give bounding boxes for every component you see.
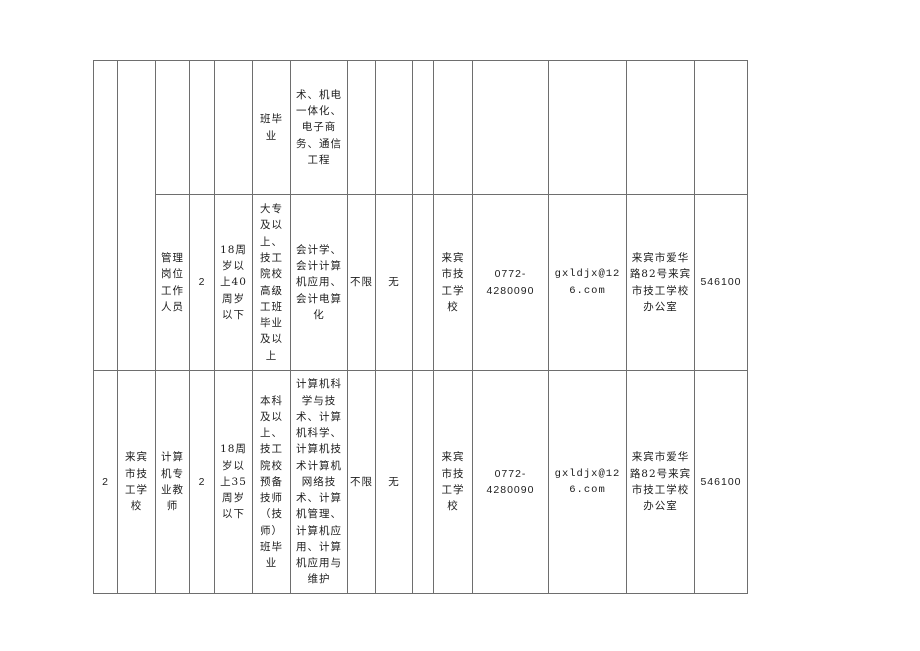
cell-contact-phone: 0772-4280090 <box>472 194 549 371</box>
cell-job-title-empty <box>155 60 190 195</box>
cell-mailing-address: 来宾市爱华路82号来宾市技工学校办公室 <box>626 194 695 371</box>
cell-age-requirement: 18周岁以上35周岁以下 <box>214 370 253 594</box>
cell-headcount-empty <box>189 60 215 195</box>
cell-contact-email: gxldjx@126.com <box>548 194 627 371</box>
cell-employer-empty <box>117 60 156 371</box>
cell-other-requirement: 无 <box>375 194 413 371</box>
cell-major-requirement: 计算机科学与技术、计算机科学、计算机技术计算机网络技术、计算机管理、计算机应用、… <box>290 370 348 594</box>
cell-postal-code: 546100 <box>694 370 748 594</box>
cell-headcount: 2 <box>189 370 215 594</box>
cell-mailing-address-empty <box>626 60 695 195</box>
cell-gender-empty <box>347 60 376 195</box>
cell-employer: 来宾市技工学校 <box>117 370 156 594</box>
cell-job-title: 管理岗位工作人员 <box>155 194 190 371</box>
cell-age-requirement: 18周岁以上40周岁以下 <box>214 194 253 371</box>
cell-registration-site-empty <box>433 60 473 195</box>
cell-registration-site: 来宾市技工学校 <box>433 194 473 371</box>
cell-registration-site: 来宾市技工学校 <box>433 370 473 594</box>
cell-other-requirement: 无 <box>375 370 413 594</box>
cell-gender-requirement: 不限 <box>347 370 376 594</box>
cell-major-continuation: 术、机电一体化、电子商务、通信工程 <box>290 60 348 195</box>
cell-job-title: 计算机专业教师 <box>155 370 190 594</box>
cell-age-empty <box>214 60 253 195</box>
cell-postal-code: 546100 <box>694 194 748 371</box>
cell-headcount: 2 <box>189 194 215 371</box>
cell-spacer <box>412 60 434 195</box>
table-row-continuation: 班毕业 术、机电一体化、电子商务、通信工程 <box>93 60 748 371</box>
recruitment-table: 班毕业 术、机电一体化、电子商务、通信工程 管理岗位工作人员 2 18周岁以上4… <box>93 60 748 594</box>
cell-education-continuation: 班毕业 <box>252 60 291 195</box>
table-row-management-post: 管理岗位工作人员 2 18周岁以上40周岁以下 大专及以上、技工院校高级工班毕业… <box>94 194 748 371</box>
cell-contact-phone: 0772-4280090 <box>472 370 549 594</box>
cell-spacer <box>412 194 434 371</box>
cell-spacer <box>412 370 434 594</box>
cell-serial-number-empty <box>93 60 118 371</box>
cell-mailing-address: 来宾市爱华路82号来宾市技工学校办公室 <box>626 370 695 594</box>
cell-serial-number: 2 <box>93 370 118 594</box>
cell-gender-requirement: 不限 <box>347 194 376 371</box>
cell-postal-code-empty <box>694 60 748 195</box>
cell-major-requirement: 会计学、会计计算机应用、会计电算化 <box>290 194 348 371</box>
cell-education-requirement: 本科及以上、技工院校预备技师（技师）班毕业 <box>252 370 291 594</box>
cell-education-requirement: 大专及以上、技工院校高级工班毕业及以上 <box>252 194 291 371</box>
cell-other-empty <box>375 60 413 195</box>
cell-contact-phone-empty <box>472 60 549 195</box>
table-row-computer-teacher: 2 来宾市技工学校 计算机专业教师 2 18周岁以上35周岁以下 本科及以上、技… <box>93 370 748 594</box>
cell-contact-email: gxldjx@126.com <box>548 370 627 594</box>
cell-contact-email-empty <box>548 60 627 195</box>
